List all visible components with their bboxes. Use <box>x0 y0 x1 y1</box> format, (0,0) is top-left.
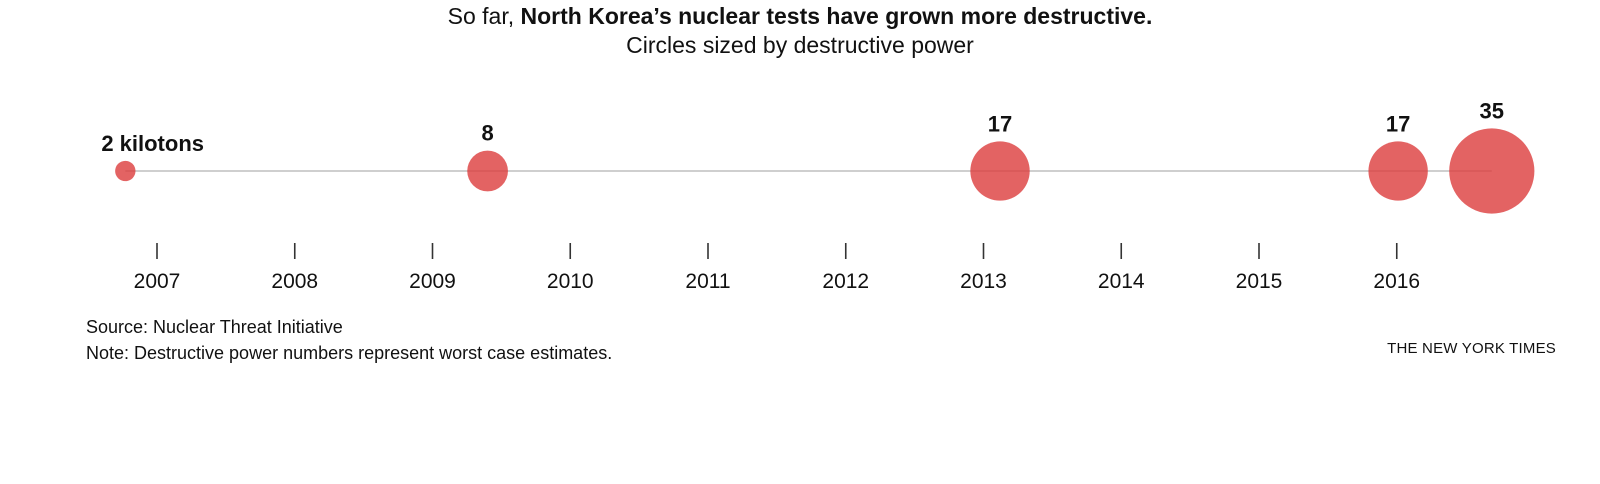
x-tick-label: 2010 <box>547 270 594 293</box>
chart-subtitle: Circles sized by destructive power <box>626 32 974 58</box>
bubble-timeline-chart: 2007 2008 2009 2010 2011 2012 2013 2014 2015 2016… <box>101 98 1535 293</box>
source-note: Source: Nuclear Threat Initiative <box>86 317 343 337</box>
x-tick-label: 2015 <box>1236 270 1283 293</box>
test-bubble-5 <box>1449 128 1535 214</box>
x-axis: 2007 2008 2009 2010 2011 2012 2013 2014 2015 2016 <box>134 243 1420 293</box>
bubble-labels: 2 kilotons 8 17 17 35 <box>101 98 1504 155</box>
bubble-label-2: 8 <box>481 121 493 146</box>
footnotes: Source: Nuclear Threat Initiative Note: … <box>86 314 612 366</box>
bubble-label-1: 2 kilotons <box>101 131 204 156</box>
chart-title-bold: North Korea’s nuclear tests have grown m… <box>520 3 1153 29</box>
test-bubble-3 <box>970 141 1030 201</box>
credit-nyt: THE NEW YORK TIMES <box>1387 340 1556 357</box>
x-tick-label: 2013 <box>960 270 1007 293</box>
x-tick-label: 2016 <box>1373 270 1420 293</box>
bubble-label-5: 35 <box>1480 98 1504 123</box>
x-tick-label: 2012 <box>822 270 869 293</box>
x-tick-label: 2011 <box>685 270 730 293</box>
x-tick-label: 2007 <box>134 270 181 293</box>
test-bubble-1 <box>115 160 136 182</box>
bubble-label-4: 17 <box>1386 111 1410 136</box>
x-tick-label: 2009 <box>409 270 456 293</box>
x-tick-label: 2008 <box>271 270 318 293</box>
bubbles <box>115 128 1535 214</box>
test-bubble-4 <box>1368 141 1428 201</box>
test-bubble-2 <box>467 150 508 192</box>
bubble-label-3: 17 <box>988 111 1012 136</box>
estimate-note: Note: Destructive power numbers represen… <box>86 343 613 363</box>
x-tick-label: 2014 <box>1098 270 1145 293</box>
chart-title-prefix: So far, <box>447 3 521 29</box>
chart-title: So far, North Korea’s nuclear tests have… <box>0 2 1600 30</box>
